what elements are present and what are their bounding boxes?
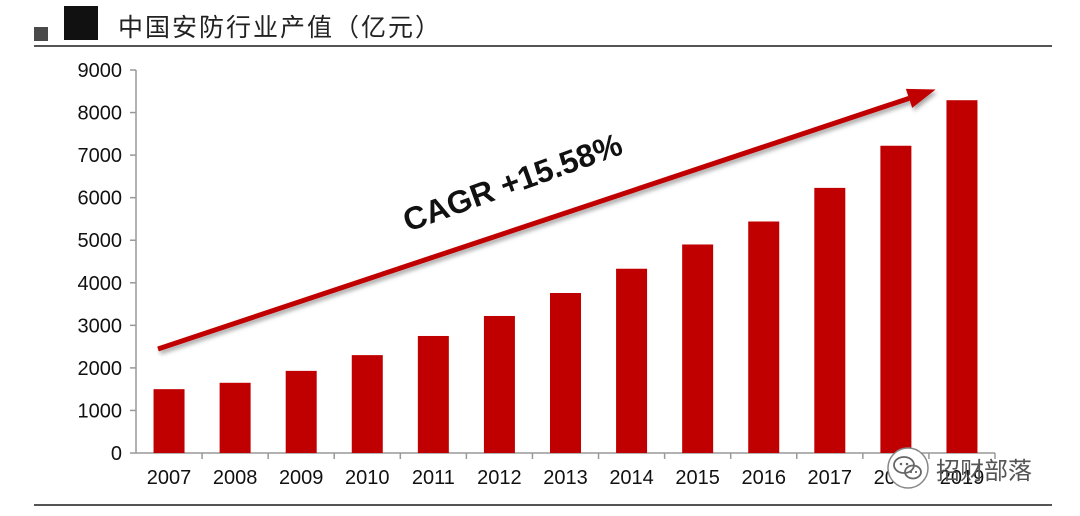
bar-2010 <box>351 355 383 453</box>
bottom-divider <box>34 504 1052 506</box>
x-tick-label: 2012 <box>477 467 522 489</box>
y-tick-labels: 0 1000 2000 3000 4000 5000 6000 7000 8000 9000 <box>78 60 123 465</box>
wechat-icon <box>887 447 929 489</box>
bar-2014 <box>616 268 648 453</box>
cagr-arrow-head <box>905 88 936 108</box>
x-tick-label: 2013 <box>543 467 588 489</box>
x-tick-label: 2011 <box>412 467 455 489</box>
x-tick-label: 2008 <box>213 467 258 489</box>
x-tick-label: 2016 <box>741 467 786 489</box>
x-tick-labels: 2007 2008 2009 2010 2011 2012 2013 2014 2015 2016… <box>147 467 984 489</box>
y-tick-label: 1000 <box>78 400 123 422</box>
bars <box>153 100 978 453</box>
x-tick-label: 2007 <box>147 467 192 489</box>
y-tick-label: 3000 <box>78 315 123 337</box>
x-tick-label: 2010 <box>345 467 390 489</box>
x-tick-label: 2017 <box>808 467 853 489</box>
x-tick-label: 2015 <box>675 467 720 489</box>
y-tick-label: 9000 <box>78 60 123 82</box>
y-tick-label: 7000 <box>78 145 123 167</box>
chart-header: 中国安防行业产值（亿元） <box>0 0 1080 48</box>
bar-2019 <box>946 100 978 453</box>
cagr-arrow-shaft <box>157 95 910 352</box>
watermark-text: 招财部落 <box>936 456 1032 485</box>
cagr-arrow <box>157 88 936 352</box>
chart-title: 中国安防行业产值（亿元） <box>118 13 443 42</box>
bar-2015 <box>682 244 714 453</box>
title-marker-large <box>64 6 98 40</box>
watermark: 招财部落 <box>886 446 1032 490</box>
title-marker-small <box>34 27 48 41</box>
y-tick-label: 6000 <box>78 188 123 210</box>
cagr-label: CAGR +15.58% <box>398 126 627 239</box>
y-tick-label: 4000 <box>78 273 123 295</box>
bar-2007 <box>153 389 185 453</box>
bar-2016 <box>748 221 780 453</box>
bar-2008 <box>219 382 251 453</box>
bar-2013 <box>550 292 581 453</box>
x-tick-label: 2009 <box>279 467 324 489</box>
y-tick-label: 8000 <box>78 103 123 125</box>
y-tick-label: 5000 <box>78 230 123 252</box>
bar-2012 <box>483 315 515 453</box>
top-divider <box>34 45 1052 47</box>
bar-2011 <box>417 335 449 453</box>
bar-2018 <box>880 145 912 453</box>
x-tick-label: 2019 <box>940 467 985 489</box>
x-tick-label: 2014 <box>609 467 654 489</box>
bar-2017 <box>814 187 846 453</box>
y-tick-label: 2000 <box>78 358 123 380</box>
bar-2009 <box>285 370 317 453</box>
y-tick-label: 0 <box>111 443 122 465</box>
